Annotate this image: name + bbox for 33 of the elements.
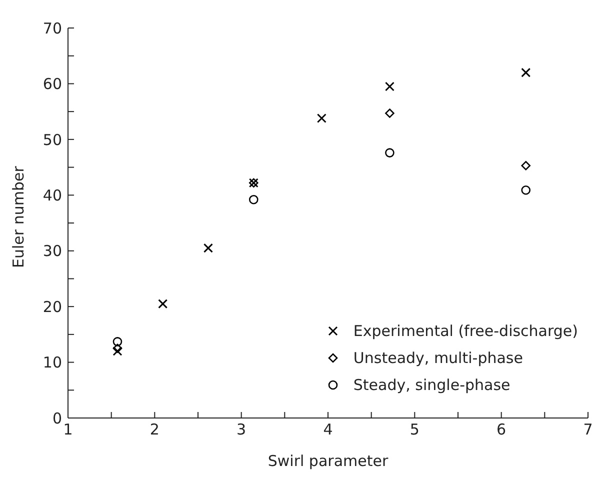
y-tick-label: 30 [42, 242, 62, 260]
x-tick-label: 5 [410, 420, 420, 439]
point [158, 299, 168, 309]
y-axis-title: Euler number [9, 165, 28, 268]
point [521, 185, 531, 195]
y-tick-label: 10 [42, 354, 62, 372]
point [248, 194, 258, 204]
y-tick-label: 20 [42, 298, 62, 316]
y-tick-label: 60 [42, 75, 62, 94]
x-tick-label: 3 [236, 420, 246, 439]
x-tick-label: 1 [63, 420, 73, 439]
legend-label: Unsteady, multi-phase [353, 348, 523, 366]
point [521, 160, 531, 170]
point [112, 344, 122, 354]
x-tick-label: 6 [496, 420, 506, 439]
x-axis-title: Swirl parameter [268, 452, 389, 470]
y-tick-label: 0 [52, 409, 62, 428]
x-tick-label: 4 [323, 420, 333, 439]
legend-label: Steady, single-phase [353, 376, 510, 394]
y-tick-label: 70 [42, 19, 62, 38]
point [384, 82, 394, 92]
point [385, 108, 394, 118]
legend-label: Experimental (free-discharge) [353, 322, 578, 340]
point [203, 243, 213, 253]
x-tick-label: 2 [150, 420, 160, 439]
point [316, 114, 326, 124]
point [112, 346, 122, 356]
point [385, 148, 394, 158]
y-tick-label: 50 [42, 130, 62, 149]
y-tick-label: 40 [42, 186, 62, 204]
x-tick-label: 7 [583, 420, 593, 439]
point [521, 68, 531, 78]
point [112, 337, 122, 346]
